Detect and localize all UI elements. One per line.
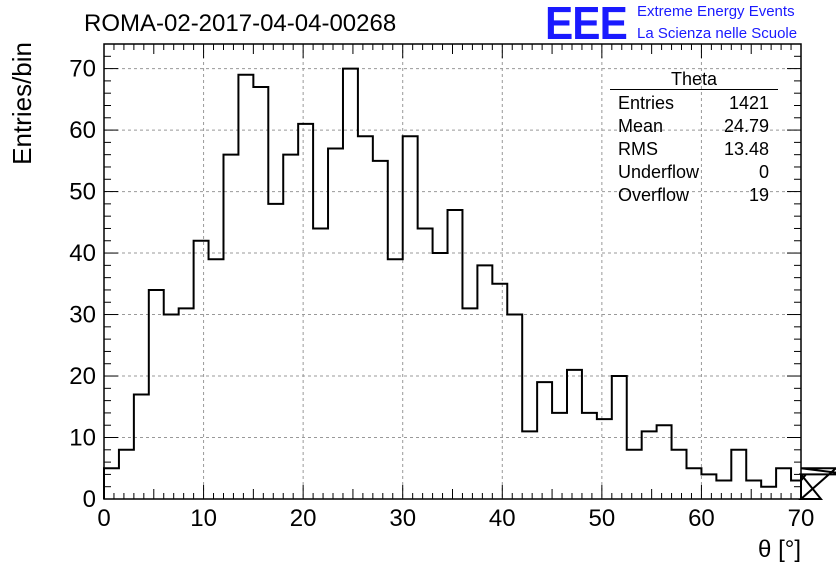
stats-row-mean: Mean 24.79	[610, 115, 778, 138]
histogram-bin	[567, 370, 582, 499]
stats-value: 13.48	[723, 139, 769, 159]
histogram-bin	[761, 487, 776, 499]
y-axis-label: Entries/bin	[7, 42, 37, 165]
histogram-bin	[642, 431, 657, 499]
histogram-bin	[134, 394, 149, 499]
histogram-bin	[522, 431, 537, 499]
x-axis-label: θ [°]	[758, 536, 801, 563]
histogram-bin	[223, 155, 238, 499]
eee-logo-icon: EEE	[545, 0, 628, 49]
histogram-bin	[119, 450, 134, 499]
logo-line-2: La Scienza nelle Scuole	[637, 25, 798, 42]
stats-value: 0	[758, 162, 769, 182]
histogram-bin	[731, 450, 746, 499]
y-tick-label: 60	[69, 117, 96, 144]
histogram-bin	[537, 382, 552, 499]
histogram-bin	[791, 481, 801, 499]
histogram-outline	[103, 67, 836, 500]
histogram-bin	[179, 308, 194, 499]
histogram-bin	[776, 468, 791, 499]
histogram-bin	[686, 468, 701, 499]
y-tick-label: 70	[69, 56, 96, 83]
histogram-bin	[403, 136, 418, 499]
histogram-bin	[582, 413, 597, 499]
histogram-bin	[104, 468, 119, 499]
histogram-bin	[716, 481, 731, 499]
histogram-bin	[313, 228, 328, 499]
x-tick-label: 70	[788, 505, 815, 532]
y-tick-label: 30	[69, 302, 96, 329]
chart-title: ROMA-02-2017-04-04-00268	[84, 10, 397, 37]
y-tick-label: 10	[69, 425, 96, 452]
stats-label: Mean	[618, 116, 664, 136]
y-tick-label: 20	[69, 363, 96, 390]
histogram-bin	[507, 315, 522, 499]
x-tick-label: 20	[290, 505, 317, 532]
stats-row-underflow: Underflow 0	[610, 161, 778, 184]
histogram-bin	[418, 228, 433, 499]
x-tick-label: 0	[97, 505, 110, 532]
stats-row-overflow: Overflow 19	[610, 184, 778, 207]
histogram-bin	[209, 259, 224, 499]
histogram-bin	[328, 149, 343, 499]
histogram-bin	[462, 308, 477, 499]
histogram-bin	[477, 265, 492, 499]
stats-row-entries: Entries 1421	[610, 92, 778, 115]
histogram-bin	[552, 413, 567, 499]
histogram-bin	[268, 204, 283, 499]
y-tick-label: 50	[69, 179, 96, 206]
stats-box: Theta Entries 1421 Mean 24.79 RMS 13.48 …	[610, 69, 778, 207]
histogram-bin	[672, 450, 687, 499]
stats-box-title: Theta	[610, 69, 778, 90]
x-tick-label: 40	[489, 505, 516, 532]
stats-row-rms: RMS 13.48	[610, 138, 778, 161]
histogram-bin	[701, 474, 716, 499]
histogram-bin	[238, 75, 253, 499]
stats-label: RMS	[618, 139, 658, 159]
histogram-bin	[492, 284, 507, 499]
stats-value: 19	[748, 185, 769, 205]
stats-value: 24.79	[723, 116, 769, 136]
histogram-bin	[194, 241, 209, 499]
histogram-bin	[627, 450, 642, 499]
histogram-bin	[657, 425, 672, 499]
histogram-bin	[597, 419, 612, 499]
x-tick-label: 50	[589, 505, 616, 532]
histogram-bin	[283, 155, 298, 499]
histogram-bin	[343, 69, 358, 499]
x-tick-label: 10	[190, 505, 217, 532]
histogram-bin	[149, 290, 164, 499]
histogram-bin	[298, 124, 313, 499]
x-tick-label: 30	[389, 505, 416, 532]
y-tick-label: 40	[69, 240, 96, 267]
y-tick-label: 0	[83, 486, 96, 513]
histogram-bin	[358, 136, 373, 499]
stats-label: Overflow	[618, 185, 690, 205]
histogram-bin	[164, 315, 179, 499]
histogram-bin	[388, 259, 403, 499]
stats-value: 1421	[728, 93, 769, 113]
x-tick-label: 60	[688, 505, 715, 532]
stats-label: Underflow	[618, 162, 700, 182]
histogram-bin	[746, 481, 761, 499]
stats-label: Entries	[618, 93, 675, 113]
histogram-bin	[373, 161, 388, 499]
logo-line-1: Extreme Energy Events	[637, 3, 795, 20]
